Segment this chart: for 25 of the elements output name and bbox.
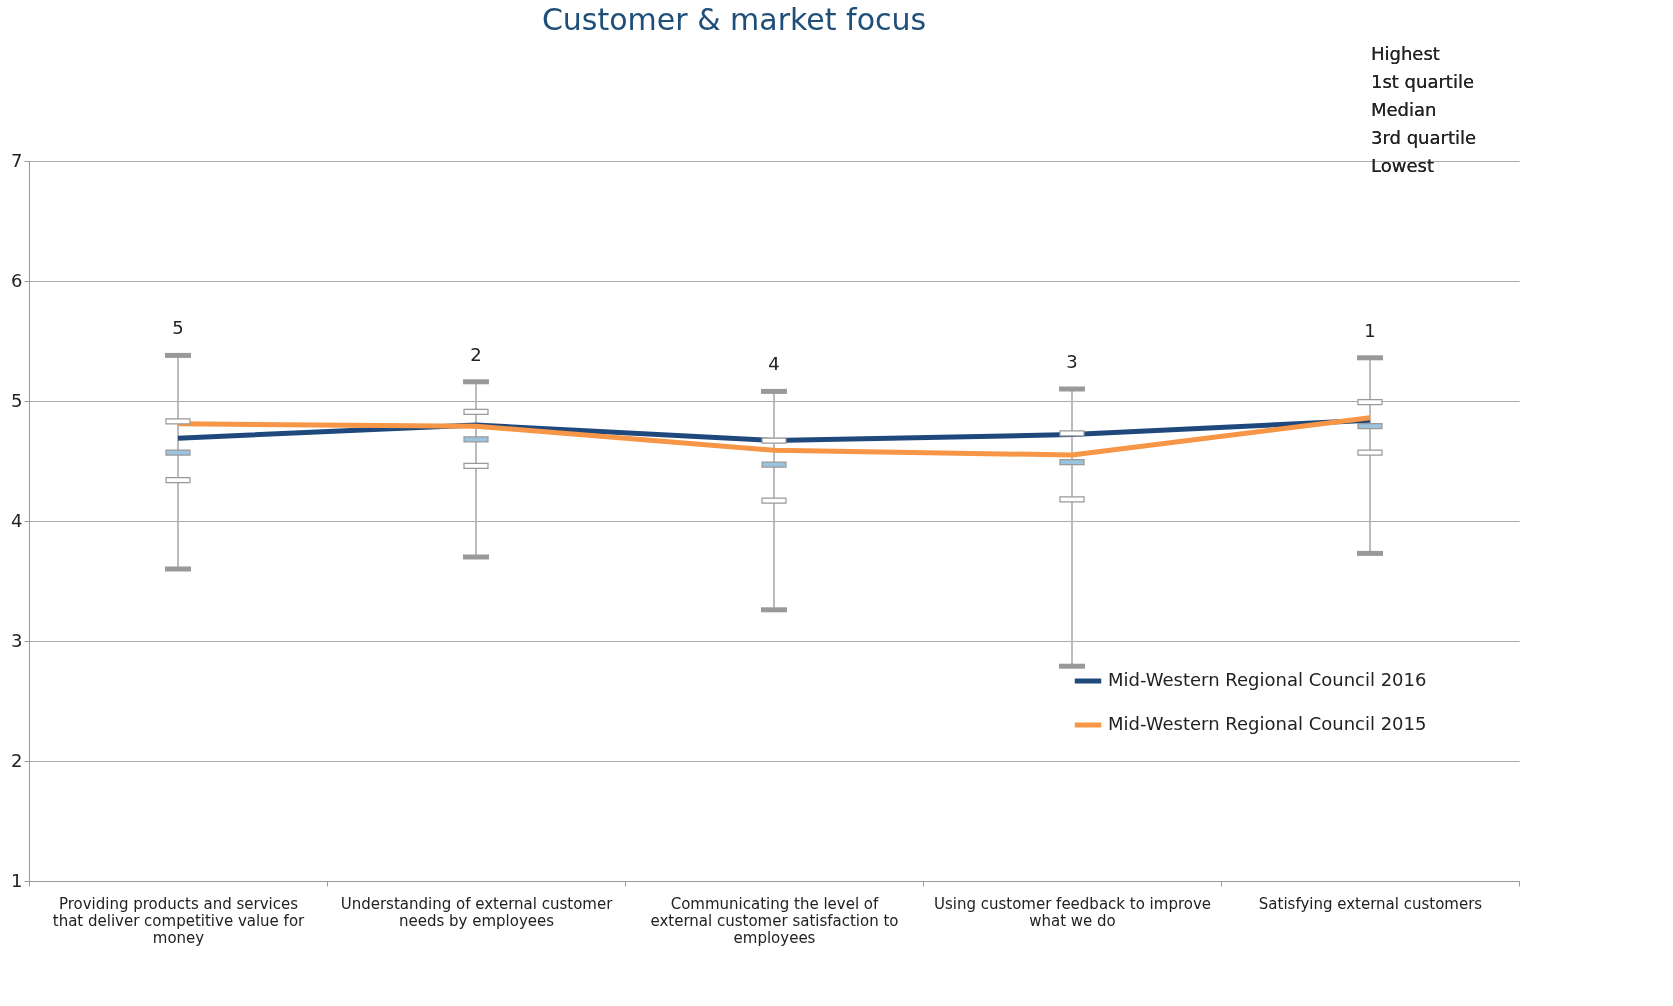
text: 1st quartile bbox=[1371, 71, 1475, 92]
y-tick-label: 4 bbox=[11, 509, 23, 531]
x-tick-label: Providing products and services that deliver competitive value for money bbox=[52, 894, 306, 947]
y-tick-label: 3 bbox=[11, 629, 23, 651]
chart-title: Customer & market focus bbox=[541, 2, 927, 37]
text: 3rd quartile bbox=[1371, 127, 1477, 148]
annotation: 2 bbox=[470, 343, 482, 365]
y-tick-label: 7 bbox=[11, 149, 23, 171]
text: Median bbox=[1371, 99, 1437, 120]
annotation: Lowest bbox=[1371, 155, 1434, 176]
annotation: 1 bbox=[1364, 319, 1376, 341]
x-tick-label: Using customer feedback to improve what we do bbox=[933, 894, 1212, 930]
y-tick-label: 2 bbox=[11, 749, 23, 771]
annotation: 3 bbox=[1066, 351, 1078, 372]
annotation: 4 bbox=[768, 353, 780, 375]
y-tick-label: 5 bbox=[11, 389, 23, 411]
legend-label: Mid-Western Regional Council 2015 bbox=[1108, 713, 1427, 734]
y-tick-label: 1 bbox=[11, 869, 23, 891]
annotation: 5 bbox=[172, 317, 184, 339]
y-tick-label: 6 bbox=[11, 269, 23, 291]
text: Highest bbox=[1371, 43, 1440, 64]
x-tick-label: Satisfying external customers bbox=[1258, 894, 1483, 913]
x-tick-label: Communicating the level of external customer satisfaction to employees bbox=[650, 894, 899, 947]
legend-label: Mid-Western Regional Council 2016 bbox=[1108, 669, 1427, 690]
x-tick-label: Understanding of external customer needs by employees bbox=[340, 894, 614, 930]
